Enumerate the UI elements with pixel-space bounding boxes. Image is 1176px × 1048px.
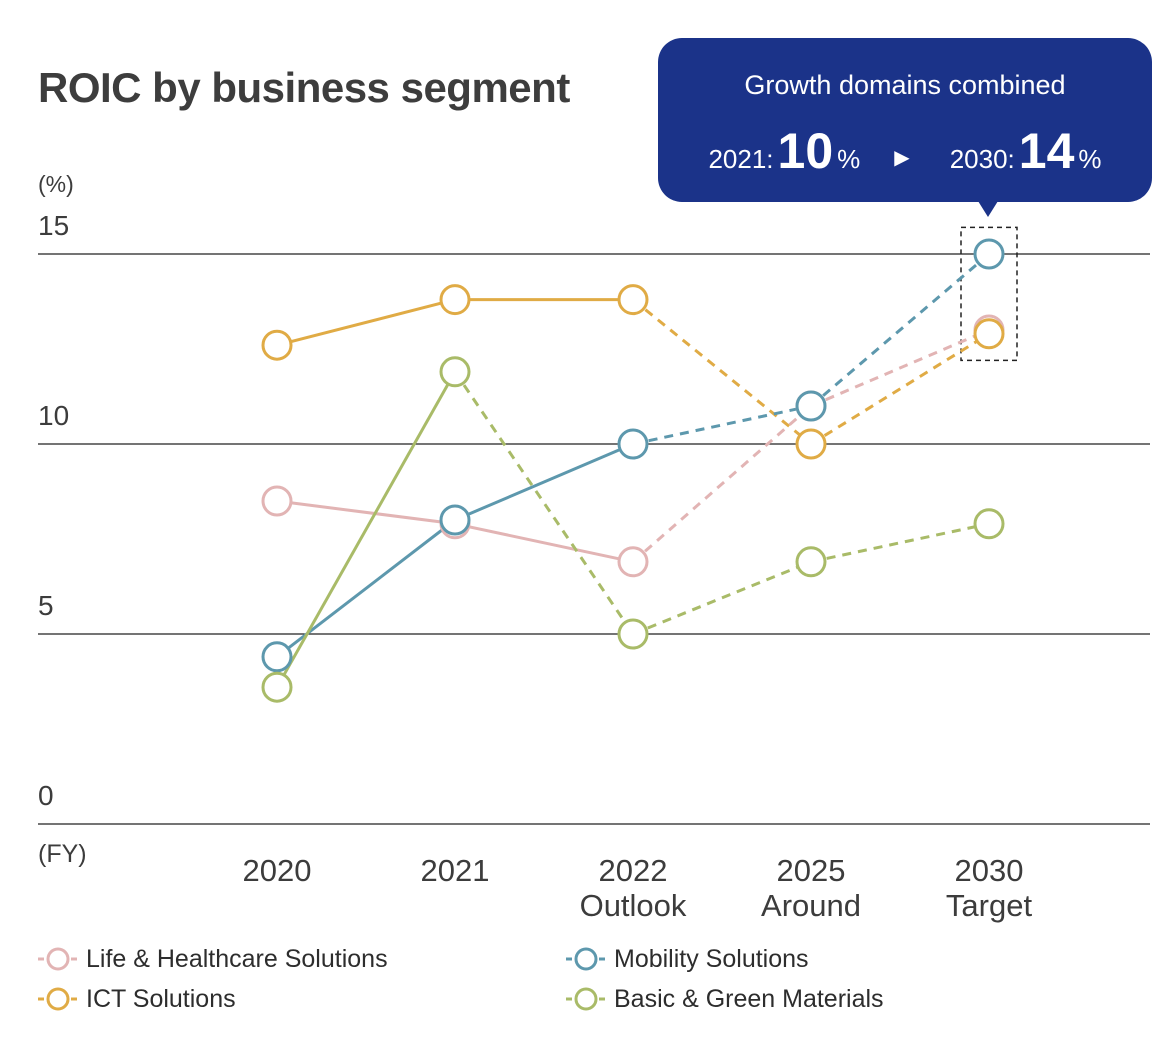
data-point [973,238,1005,270]
series-segment [454,442,634,522]
data-point [617,428,649,460]
series-segment [632,298,812,446]
chart-legend: Life & Healthcare Solutions ICT Solutions… [0,940,1176,1030]
legend-label: Basic & Green Materials [614,984,884,1013]
y-tick-label: 5 [38,590,54,621]
series-segment [454,522,634,564]
data-point [617,284,649,316]
callout-to-unit: % [1078,144,1102,174]
y-tick-label: 0 [38,780,54,811]
series-segment [810,522,990,564]
series-segment [810,332,990,446]
series-segment [276,298,456,347]
legend-label: Mobility Solutions [614,944,809,973]
target-highlight-box [960,226,1018,362]
legend-marker-icon [566,987,606,1011]
growth-callout: Growth domains combined 2021: 10 % ▶ 203… [658,38,1152,202]
legend-item: Life & Healthcare Solutions [38,944,388,974]
series-segment [632,404,812,446]
x-tick-label: 2022 [599,853,668,888]
callout-from-unit: % [837,144,861,174]
series-segment [275,371,457,688]
data-point [439,284,471,316]
x-tick-label: 2021 [421,853,490,888]
callout-heading: Growth domains combined [744,70,1066,100]
series-segment [810,252,990,408]
callout-from-year: 2021: [708,144,774,174]
x-tick-label: 2020 [243,853,312,888]
data-point [439,504,471,536]
legend-item: Basic & Green Materials [566,984,884,1014]
x-tick-label: Target [946,888,1033,923]
legend-marker-icon [566,947,606,971]
data-point [795,428,827,460]
y-tick-label: 15 [38,210,69,241]
y-tick-label: 10 [38,400,69,431]
data-point [261,329,293,361]
data-point [973,318,1005,350]
series-segment [810,328,990,408]
x-tick-label: 2030 [955,853,1024,888]
chart-title: ROIC by business segment [38,64,570,111]
legend-item: ICT Solutions [38,984,236,1014]
data-point [795,546,827,578]
callout-from-value: 10 [777,123,834,179]
legend-label: Life & Healthcare Solutions [86,944,388,973]
series-segment [632,560,812,636]
series-segment [276,499,456,526]
x-tick-label: 2025 [777,853,846,888]
data-point [261,641,293,673]
legend-item: Mobility Solutions [566,944,809,974]
data-point [439,356,471,388]
callout-to-year: 2030: [949,144,1015,174]
callout-to-value: 14 [1018,123,1075,179]
triangle-right-icon: ▶ [894,147,910,169]
callout-pointer [978,201,998,217]
series-segment [276,518,456,658]
x-tick-label: Around [761,888,861,923]
x-axis-unit: (FY) [38,840,87,868]
data-point [617,546,649,578]
legend-marker-icon [38,947,78,971]
data-point [261,671,293,703]
legend-marker-icon [38,987,78,1011]
data-point [261,485,293,517]
series-segment [453,370,635,635]
series-segment [632,404,812,563]
data-point [617,618,649,650]
callout-values: 2021: 10 % ▶ 2030: 14 % [658,122,1152,180]
y-axis-unit: (%) [38,171,74,197]
data-point [973,508,1005,540]
legend-label: ICT Solutions [86,984,236,1013]
x-tick-label: Outlook [580,888,687,923]
data-point [795,390,827,422]
